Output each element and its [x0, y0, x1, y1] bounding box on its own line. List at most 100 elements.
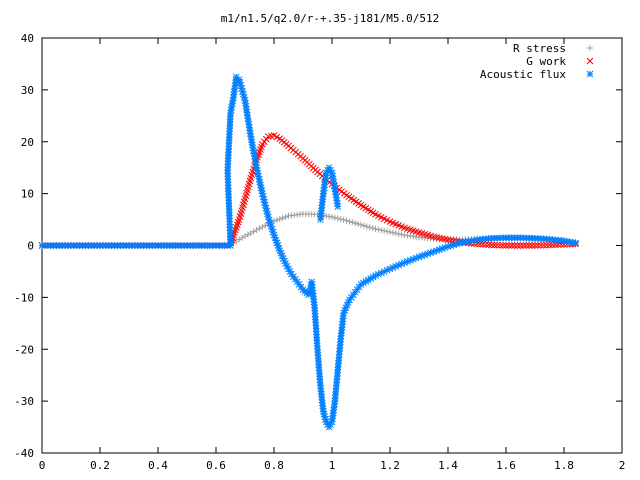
x-tick-label: 1.2 [380, 459, 400, 472]
data-point [505, 242, 513, 249]
legend-label: G work [526, 55, 566, 68]
data-point [493, 241, 501, 249]
data-point [346, 218, 353, 225]
data-point [540, 241, 548, 249]
data-point [316, 373, 324, 380]
data-point [244, 231, 251, 238]
x-tick-label: 2 [619, 459, 626, 472]
data-point [355, 220, 362, 227]
y-tick-label: 30 [21, 84, 34, 97]
data-point [225, 139, 233, 147]
x-tick-label: 1.4 [438, 459, 458, 472]
data-point [316, 379, 324, 386]
data-point [276, 216, 283, 223]
y-tick-label: 20 [21, 136, 34, 149]
y-tick-label: -30 [14, 395, 34, 408]
data-point [225, 142, 233, 150]
data-point [224, 169, 232, 177]
y-tick-label: -20 [14, 343, 34, 356]
data-point [549, 241, 556, 249]
series-layer [38, 73, 579, 431]
data-point [499, 242, 507, 249]
data-point [522, 242, 530, 249]
chart-title: m1/n1.5/q2.0/r-+.35-j181/M5.0/512 [221, 12, 440, 25]
data-point [551, 241, 559, 249]
data-point [314, 211, 321, 218]
data-point [369, 225, 376, 232]
data-point [366, 224, 373, 231]
legend-marker [587, 45, 593, 51]
data-point [286, 268, 294, 275]
data-point [387, 229, 393, 236]
data-point [253, 226, 260, 233]
x-tick-label: 0.6 [206, 459, 226, 472]
x-tick-label: 0 [39, 459, 46, 472]
data-point [543, 241, 550, 249]
data-point [517, 242, 524, 249]
x-tick-label: 1.8 [554, 459, 574, 472]
data-point [514, 242, 521, 249]
data-point [247, 230, 254, 237]
data-point [226, 227, 234, 234]
data-point [520, 242, 527, 249]
data-point [392, 230, 399, 237]
data-point [224, 163, 232, 171]
data-point [314, 354, 322, 362]
data-point [225, 136, 233, 144]
data-point [331, 214, 338, 221]
data-point [546, 241, 553, 249]
data-point [525, 242, 533, 249]
x-tick-label: 1.6 [496, 459, 516, 472]
data-point [343, 217, 350, 224]
axes-layer: 0 0.2 0.4 0.6 0.8 1 1.2 1.4 1.6 1.8 2 40 30 20 10 0 -10 -… [14, 32, 625, 472]
y-tick-label: 10 [21, 188, 34, 201]
data-point [381, 227, 388, 234]
data-point [334, 215, 341, 222]
legend-label: R stress [513, 42, 566, 55]
y-tick-label: -10 [14, 291, 34, 304]
data-point [502, 242, 510, 249]
legend-marker [586, 70, 594, 78]
x-tick-label: 0.8 [264, 459, 284, 472]
data-point [363, 223, 370, 230]
legend-marker [586, 57, 594, 65]
data-point [225, 145, 233, 153]
y-tick-label: 40 [21, 32, 34, 45]
data-point [329, 213, 335, 220]
data-point [508, 242, 516, 249]
data-point [224, 172, 232, 180]
data-point [273, 217, 280, 224]
data-point [372, 225, 379, 232]
x-tick-label: 0.4 [148, 459, 168, 472]
data-point [384, 228, 391, 235]
data-point [225, 206, 233, 213]
series-acoustic-flux [38, 73, 579, 431]
data-point [225, 133, 233, 141]
data-point [250, 228, 257, 235]
data-point [226, 215, 233, 222]
data-point [226, 115, 234, 123]
data-point [340, 216, 347, 223]
x-tick-label: 0.2 [90, 459, 110, 472]
data-point [225, 197, 233, 204]
data-point [378, 227, 385, 234]
data-point [256, 225, 263, 232]
data-point [511, 242, 519, 249]
series-g-work [38, 132, 579, 249]
data-point [534, 242, 542, 249]
data-point [315, 358, 322, 365]
data-point [282, 213, 289, 220]
data-point [482, 241, 490, 248]
data-point [572, 239, 579, 247]
data-point [326, 213, 333, 220]
data-point [485, 241, 492, 249]
data-point [349, 219, 356, 226]
data-point [314, 351, 322, 359]
data-point [375, 226, 382, 233]
data-point [323, 212, 330, 219]
x-tick-label: 1 [329, 459, 336, 472]
data-point [337, 216, 344, 223]
legend-label: Acoustic flux [480, 68, 566, 81]
